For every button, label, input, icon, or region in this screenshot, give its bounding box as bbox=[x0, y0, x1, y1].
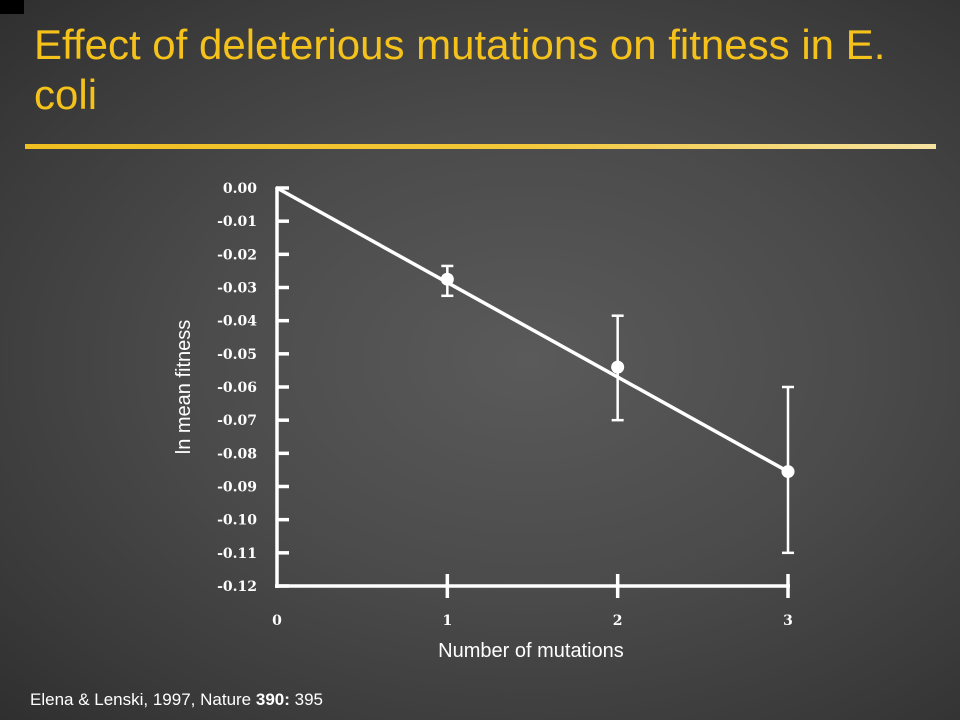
x-tick-label: 0 bbox=[272, 613, 282, 629]
y-tick-label: -0.04 bbox=[217, 314, 257, 330]
data-point bbox=[781, 465, 795, 479]
y-tick-label: -0.09 bbox=[217, 480, 257, 496]
y-tick-label: -0.10 bbox=[217, 513, 257, 529]
data-point bbox=[611, 360, 625, 374]
tick-labels: 0.00 -0.01 -0.02 -0.03 -0.04 -0.05 -0.06 -0.07 -… bbox=[217, 181, 793, 629]
y-tick-label: 0.00 bbox=[223, 181, 257, 197]
y-axis-label: ln mean fitness bbox=[173, 320, 195, 455]
y-tick-label: -0.12 bbox=[217, 579, 257, 595]
x-tick-label: 2 bbox=[613, 613, 623, 629]
x-tick-label: 1 bbox=[442, 613, 452, 629]
x-axis-label: Number of mutations bbox=[438, 640, 624, 662]
y-tick-label: -0.11 bbox=[217, 546, 257, 562]
citation: Elena & Lenski, 1997, Nature 390: 395 bbox=[30, 690, 323, 710]
citation-suffix: 395 bbox=[289, 690, 323, 709]
citation-prefix: Elena & Lenski, 1997, Nature bbox=[30, 690, 256, 709]
y-tick-label: -0.07 bbox=[217, 413, 257, 429]
y-tick-label: -0.08 bbox=[217, 446, 257, 462]
y-tick-label: -0.03 bbox=[217, 281, 257, 297]
regression-line bbox=[275, 186, 790, 474]
y-tick-label: -0.06 bbox=[217, 380, 257, 396]
x-tick-label: 3 bbox=[783, 613, 793, 629]
axes bbox=[275, 188, 790, 588]
tick-marks bbox=[277, 186, 790, 598]
y-tick-label: -0.02 bbox=[217, 247, 257, 263]
corner-mark bbox=[0, 0, 24, 14]
data-series bbox=[275, 186, 795, 555]
citation-volume: 390: bbox=[255, 690, 290, 709]
y-tick-label: -0.05 bbox=[217, 347, 257, 363]
y-tick-label: -0.01 bbox=[217, 214, 257, 230]
slide-title: Effect of deleterious mutations on fitne… bbox=[34, 21, 886, 118]
title-rule bbox=[25, 144, 936, 149]
data-point bbox=[440, 272, 454, 286]
